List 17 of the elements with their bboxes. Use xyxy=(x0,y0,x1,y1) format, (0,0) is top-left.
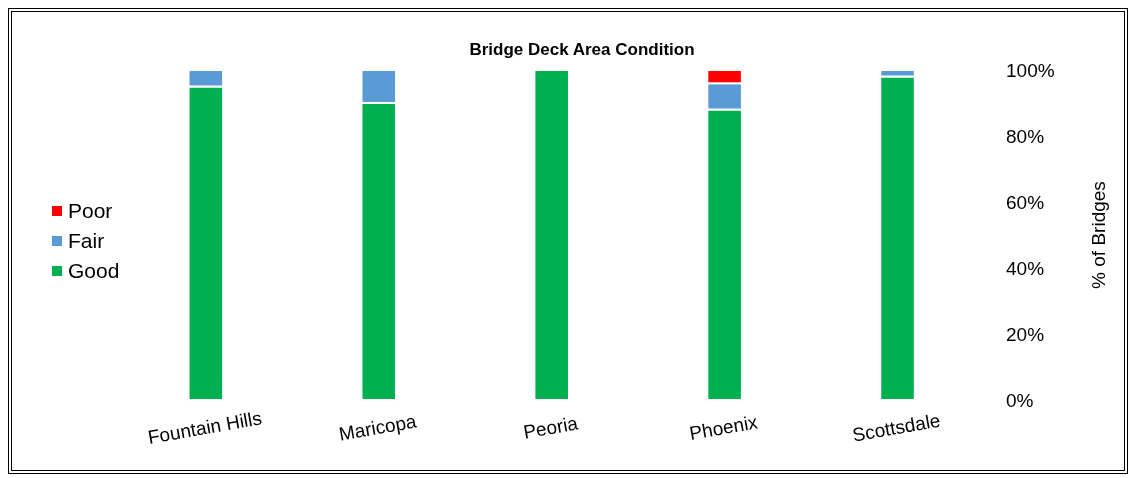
y-tick-label: 40% xyxy=(1006,257,1045,279)
x-tick-label: Fountain Hills xyxy=(146,407,264,448)
y-tick-label: 20% xyxy=(1006,323,1045,345)
x-tick-label: Scottsdale xyxy=(850,409,942,446)
x-tick-label: Maricopa xyxy=(337,410,419,445)
y-tick-label: 60% xyxy=(1006,191,1045,213)
y-tick-label: 100% xyxy=(1006,59,1055,81)
x-tick-label: Peoria xyxy=(521,412,580,443)
legend-label: Poor xyxy=(68,199,113,223)
y-tick-label: 0% xyxy=(1006,389,1034,411)
bar xyxy=(533,70,570,400)
legend-label: Fair xyxy=(68,229,105,253)
y-axis-title: % of Bridges xyxy=(1087,181,1109,289)
y-tick-label: 80% xyxy=(1006,125,1045,147)
chart-title: Bridge Deck Area Condition xyxy=(468,40,696,60)
x-tick-label: Phoenix xyxy=(687,411,760,444)
legend-label: Good xyxy=(68,259,120,283)
